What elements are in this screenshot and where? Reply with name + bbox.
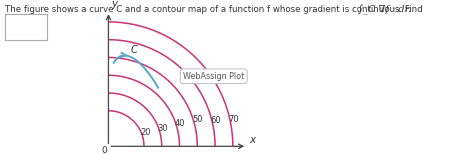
Text: WebAssign Plot: WebAssign Plot: [183, 72, 244, 81]
Text: 60: 60: [210, 116, 221, 125]
Text: 40: 40: [175, 119, 185, 128]
Text: 0: 0: [101, 146, 107, 154]
Text: x: x: [249, 135, 255, 145]
Text: C: C: [130, 45, 137, 55]
Text: The figure shows a curve C and a contour map of a function f whose gradient is c: The figure shows a curve C and a contour…: [5, 5, 422, 14]
Text: 30: 30: [157, 124, 168, 132]
Text: y: y: [111, 0, 117, 10]
Text: 50: 50: [192, 115, 202, 124]
Text: ∫_C ∇f · dr.: ∫_C ∇f · dr.: [358, 5, 411, 15]
Text: 70: 70: [228, 115, 239, 124]
Text: 20: 20: [140, 128, 151, 137]
